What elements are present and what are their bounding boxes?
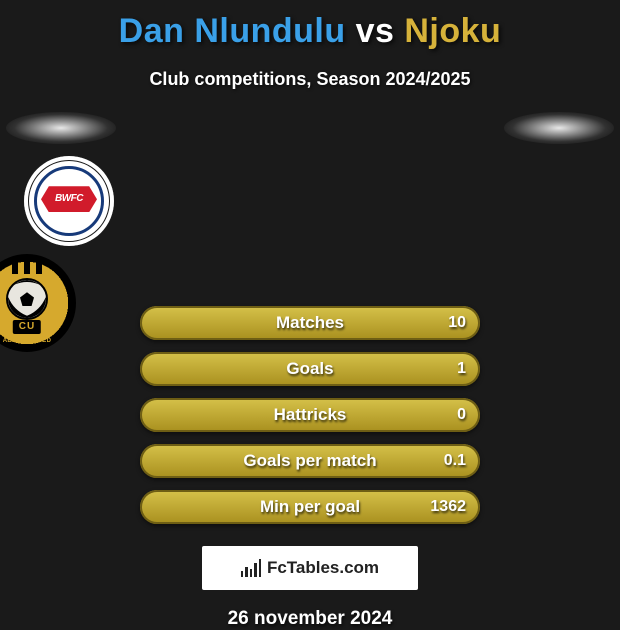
stat-value-right: 0.1 [430,444,480,478]
stat-value-right: 0 [443,398,480,432]
date-text: 26 november 2024 [0,608,620,630]
spotlight-left [6,112,116,144]
stat-label: Hattricks [140,398,480,432]
stat-value-right: 1 [443,352,480,386]
branding-text: FcTables.com [267,558,379,578]
comparison-title: Dan Nlundulu vs Njoku [0,0,620,51]
stat-row-goals: Goals 1 [140,352,480,386]
team2-crest-initials: CU [13,320,41,334]
player2-name: Njoku [404,12,501,50]
branding-bars-icon [241,559,261,577]
stat-value-right: 1362 [416,490,480,524]
stat-row-min-per-goal: Min per goal 1362 [140,490,480,524]
team1-crest [24,156,114,246]
team2-crest-ball [6,278,48,320]
stat-label: Goals [140,352,480,386]
team2-crest-towers [12,262,42,274]
stat-row-goals-per-match: Goals per match 0.1 [140,444,480,478]
main-area: CU Matches 10 Goals 1 Hattricks 0 Goals … [0,118,620,630]
branding-box: FcTables.com [202,546,418,590]
team2-crest: CU [0,254,76,352]
stat-row-hattricks: Hattricks 0 [140,398,480,432]
spotlight-right [504,112,614,144]
stat-label: Matches [140,306,480,340]
team1-crest-ribbon [41,186,97,212]
stat-value-right: 10 [434,306,480,340]
stats-list: Matches 10 Goals 1 Hattricks 0 Goals per… [140,306,480,524]
subtitle: Club competitions, Season 2024/2025 [0,69,620,90]
title-vs: vs [356,12,395,50]
stat-row-matches: Matches 10 [140,306,480,340]
player1-name: Dan Nlundulu [119,12,346,50]
